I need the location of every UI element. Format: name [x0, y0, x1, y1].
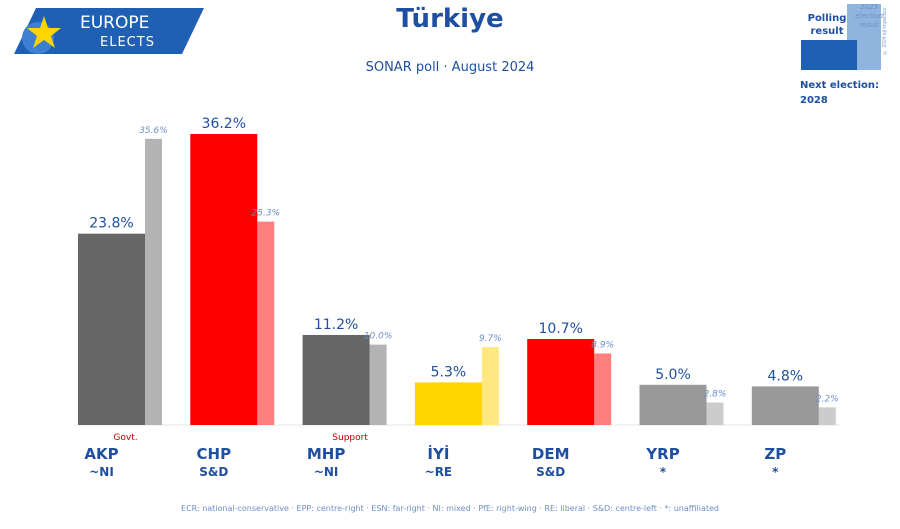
party-label-iyi: İYİ: [427, 444, 449, 463]
group-label-chp: S&D: [199, 465, 228, 479]
prev-value-label-dem: 8.9%: [591, 340, 614, 350]
party-label-zp: ZP: [764, 445, 786, 463]
party-label-mhp: MHP: [307, 445, 345, 463]
prev-value-label-mhp: 10.0%: [364, 332, 393, 342]
bar-prev-mhp: [369, 344, 387, 425]
prev-value-label-akp: 35.6%: [139, 126, 168, 136]
next-election-year: 2028: [800, 95, 828, 106]
chart-title: Türkiye: [396, 4, 504, 34]
logo-line1: EUROPE: [80, 13, 149, 33]
bar-prev-iyi: [481, 347, 499, 425]
party-label-akp: AKP: [84, 445, 118, 463]
group-label-akp: ~NI: [89, 465, 114, 479]
prev-value-label-zp: 2.2%: [816, 394, 839, 404]
prev-value-label-yrp: 2.8%: [704, 389, 727, 399]
party-label-chp: CHP: [197, 445, 232, 463]
legend: Polling result 2023 election result © 20…: [795, 0, 893, 108]
prev-value-label-iyi: 9.7%: [479, 334, 502, 344]
poll-value-label-akp: 23.8%: [89, 216, 133, 232]
bar-prev-chp: [257, 221, 275, 425]
bar-poll-chp: [190, 134, 258, 425]
star-icon: [27, 16, 61, 48]
next-election: Next election: 2028: [800, 78, 890, 108]
next-election-label: Next election:: [800, 80, 879, 91]
bar-poll-yrp: [639, 384, 707, 425]
party-label-dem: DEM: [532, 445, 570, 463]
chart-subtitle: SONAR poll · August 2024: [365, 60, 535, 75]
group-label-dem: S&D: [536, 465, 565, 479]
bar-poll-iyi: [414, 382, 482, 425]
bar-poll-akp: [78, 233, 145, 425]
group-label-mhp: ~NI: [314, 465, 339, 479]
poll-value-label-chp: 36.2%: [202, 116, 246, 132]
party-label-yrp: YRP: [645, 445, 679, 463]
bar-poll-zp: [751, 386, 819, 425]
prev-value-label-chp: 25.3%: [252, 209, 281, 219]
bar-poll-dem: [527, 338, 595, 425]
bar-prev-dem: [594, 353, 612, 425]
poll-value-label-zp: 4.8%: [768, 368, 804, 384]
bar-prev-zp: [818, 407, 836, 425]
legend-election-label: 2023 election result: [855, 3, 883, 29]
poll-value-label-dem: 10.7%: [538, 321, 582, 337]
footnote: ECR: national-conservative · EPP: centre…: [181, 504, 719, 513]
bar-prev-yrp: [706, 402, 724, 425]
poll-value-label-yrp: 5.0%: [655, 367, 691, 383]
role-label-mhp: Support: [332, 433, 368, 443]
role-label-akp: Govt.: [113, 433, 137, 443]
group-label-yrp: *: [660, 465, 667, 479]
europe-elects-logo: EUROPE ELECTS: [14, 8, 204, 54]
bar-prev-akp: [145, 138, 162, 425]
legend-polling-swatch: [801, 40, 857, 70]
logo-line2: ELECTS: [100, 35, 155, 50]
group-label-iyi: ~RE: [425, 465, 453, 479]
poll-value-label-mhp: 11.2%: [314, 317, 358, 333]
group-label-zp: *: [772, 465, 779, 479]
bar-poll-mhp: [302, 334, 370, 425]
legend-polling-label: Polling result: [807, 13, 847, 37]
poll-value-label-iyi: 5.3%: [431, 364, 467, 380]
